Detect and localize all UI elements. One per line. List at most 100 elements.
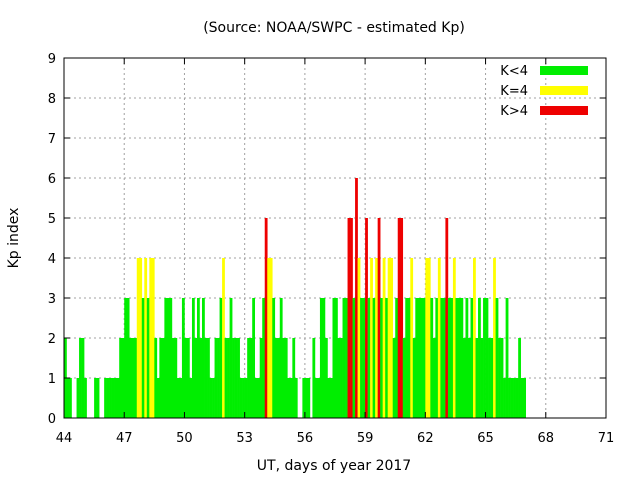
kp-bar	[405, 298, 409, 418]
kp-bar	[179, 378, 183, 418]
kp-bar	[134, 338, 138, 418]
kp-bar	[375, 258, 378, 418]
kp-bar	[264, 218, 268, 418]
kp-bar	[392, 338, 396, 418]
kp-bar	[229, 298, 233, 418]
kp-bar	[322, 298, 326, 418]
kp-bar	[186, 338, 190, 418]
kp-bar	[217, 338, 220, 418]
kp-bar	[503, 378, 506, 418]
kp-bar	[126, 298, 130, 418]
kp-bar	[314, 378, 318, 418]
kp-bar	[146, 298, 150, 418]
kp-bar	[347, 218, 351, 418]
legend: K<4 K=4 K>4	[500, 64, 588, 119]
kp-bar	[302, 378, 306, 418]
kp-bar	[219, 298, 223, 418]
kp-bar	[498, 338, 501, 418]
x-tick-label: 65	[477, 431, 494, 446]
kp-bar	[442, 298, 446, 418]
kp-bar	[480, 338, 484, 418]
y-tick-label: 7	[48, 132, 56, 147]
kp-bar	[272, 298, 276, 418]
kp-bar	[154, 338, 158, 418]
kp-bar	[437, 258, 441, 418]
kp-bar	[397, 218, 401, 418]
kp-bar	[141, 298, 145, 418]
y-tick-label: 2	[48, 332, 56, 347]
kp-bar	[420, 298, 424, 418]
kp-bar	[269, 258, 273, 418]
kp-bar	[478, 298, 481, 418]
kp-bar	[345, 298, 348, 418]
kp-bar	[151, 258, 155, 418]
kp-bar	[427, 258, 431, 418]
kp-bar	[214, 338, 218, 418]
kp-bar	[412, 338, 416, 418]
kp-bar	[242, 378, 245, 418]
x-tick-label: 50	[176, 431, 193, 446]
kp-bar	[367, 298, 371, 418]
kp-bar	[350, 218, 353, 418]
kp-bar	[510, 378, 514, 418]
kp-bar	[124, 298, 128, 418]
kp-bar	[385, 298, 388, 418]
kp-bar	[84, 378, 87, 418]
kp-bar	[513, 378, 516, 418]
kp-bar	[490, 338, 494, 418]
chart-title: (Source: NOAA/SWPC - estimated Kp)	[203, 20, 465, 36]
kp-bar	[467, 338, 471, 418]
kp-bar	[144, 258, 148, 418]
kp-bar	[395, 298, 399, 418]
kp-bar	[304, 378, 308, 418]
kp-bar	[69, 378, 72, 418]
x-tick-label: 62	[417, 431, 434, 446]
kp-bar	[365, 218, 368, 418]
kp-bar	[312, 338, 316, 418]
kp-bar	[407, 298, 411, 418]
y-tick-label: 6	[48, 172, 56, 187]
kp-bar	[262, 298, 266, 418]
kp-bar	[435, 298, 439, 418]
kp-bar	[483, 298, 486, 418]
kp-bar	[121, 338, 125, 418]
kp-bar	[274, 338, 278, 418]
y-tick-label: 9	[48, 52, 56, 67]
y-tick-label: 1	[48, 372, 56, 387]
legend-swatch	[540, 86, 588, 95]
kp-bar	[508, 378, 511, 418]
kp-bar	[445, 218, 449, 418]
kp-bar	[189, 378, 193, 418]
x-axis-label: UT, days of year 2017	[257, 458, 411, 474]
kp-bar	[520, 378, 524, 418]
kp-bar	[332, 298, 336, 418]
kp-bar	[259, 338, 263, 418]
kp-bar	[488, 338, 491, 418]
kp-bar	[500, 338, 504, 418]
kp-bar	[342, 298, 346, 418]
x-tick-label: 68	[538, 431, 555, 446]
kp-bar	[282, 338, 286, 418]
kp-bar	[149, 258, 153, 418]
axis-ticks	[63, 57, 607, 419]
kp-bar	[390, 258, 394, 418]
kp-bar	[224, 338, 228, 418]
kp-bar	[515, 378, 519, 418]
kp-bar	[194, 338, 198, 418]
kp-bar	[493, 258, 496, 418]
kp-bar	[96, 378, 100, 418]
y-tick-label: 8	[48, 92, 56, 107]
kp-bar	[104, 378, 107, 418]
kp-bar	[355, 178, 358, 418]
x-tick-label: 44	[56, 431, 73, 446]
kp-bar	[136, 258, 140, 418]
y-tick-label: 4	[48, 252, 56, 267]
kp-bar	[415, 298, 419, 418]
x-tick-label: 53	[236, 431, 253, 446]
kp-bar	[425, 258, 429, 418]
kp-bar	[237, 338, 240, 418]
kp-bar	[292, 338, 296, 418]
kp-bar	[382, 258, 386, 418]
